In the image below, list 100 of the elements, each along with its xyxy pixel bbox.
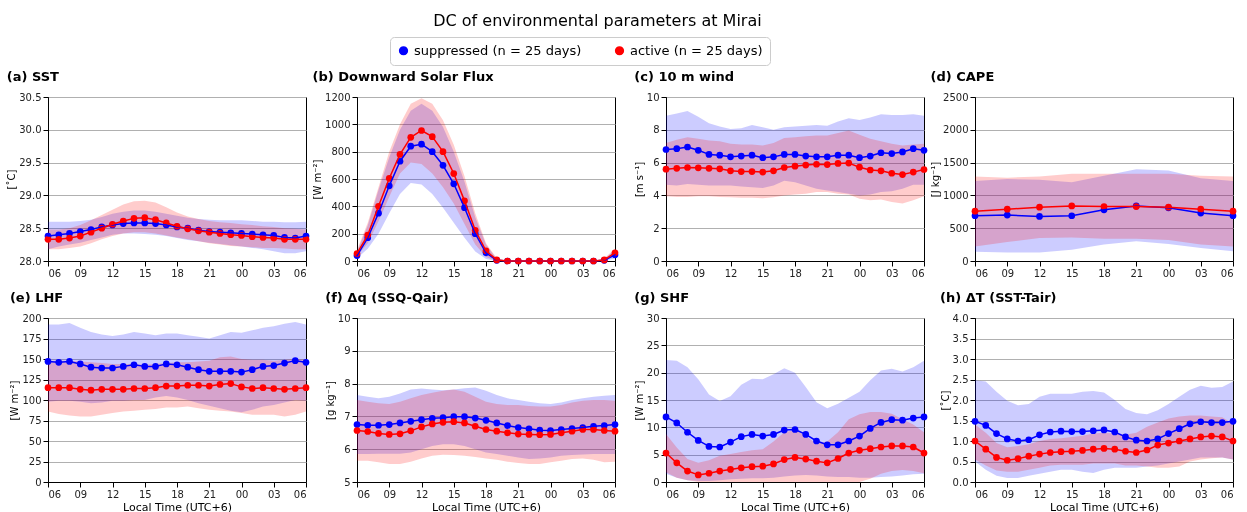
y-tick-label: 28.0 (19, 255, 42, 267)
y-tick-label: 1.5 (952, 415, 969, 426)
y-tick-label: 0 (35, 476, 42, 488)
x-tick-label: 09 (383, 267, 397, 279)
legend-label: suppressed (n = 25 days) (414, 42, 582, 58)
y-tick-label: 8 (344, 378, 351, 390)
x-tick-label: 21 (821, 267, 835, 279)
x-tick-label: 09 (1001, 267, 1015, 279)
x-tick-label: 18 (171, 488, 184, 500)
y-tick-label: 30.0 (19, 124, 42, 136)
y-axis-title: [W m⁻²] (633, 380, 645, 421)
x-tick-label: 00 (544, 488, 558, 500)
chart-title: (a) SST (6, 69, 60, 84)
y-axis-title: [g kg⁻¹] (324, 381, 336, 420)
x-tick-label: 00 (235, 488, 249, 500)
x-tick-label: 15 (447, 488, 461, 500)
x-tick-label: 18 (1098, 488, 1111, 500)
chart-title: (c) 10 m wind (634, 69, 735, 84)
x-tick-label: 09 (74, 267, 88, 279)
x-tick-label: 06 (666, 267, 680, 279)
x-tick-label: 12 (724, 488, 738, 500)
x-tick-label: 03 (576, 488, 590, 500)
x-tick-label: 18 (789, 267, 802, 279)
x-tick-label: 09 (692, 267, 706, 279)
y-tick-label: 2500 (943, 91, 969, 103)
y-tick-label: 0 (653, 476, 660, 488)
x-tick-label: 03 (1194, 488, 1208, 500)
x-tick-label: 18 (171, 267, 184, 279)
y-tick-label: 6 (653, 157, 660, 169)
y-tick-label: 1.0 (952, 435, 969, 447)
y-axis-title: [m s⁻¹] (633, 161, 645, 198)
x-tick-label: 06 (666, 488, 680, 500)
x-tick-label: 21 (203, 267, 217, 279)
x-tick-label: 15 (1065, 267, 1079, 279)
y-tick-label: 1200 (325, 91, 351, 103)
y-tick-label: 5 (344, 476, 351, 488)
y-axis-title: [W m⁻²] (312, 159, 324, 200)
chart-title: (h) ΔT (SST-Tair) (940, 290, 1057, 305)
x-tick-label: 12 (106, 488, 120, 500)
y-tick-label: 8 (653, 124, 660, 136)
x-tick-label: 12 (415, 488, 429, 500)
y-tick-label: 25 (646, 339, 660, 351)
x-tick-label: 03 (267, 488, 281, 500)
y-tick-label: 7 (344, 410, 351, 422)
x-tick-label: 21 (512, 267, 526, 279)
y-tick-label: 30.5 (19, 91, 42, 103)
x-tick-label: 06 (48, 488, 62, 500)
x-axis-title: Local Time (UTC+6) (1049, 500, 1160, 512)
x-tick-label: 18 (1098, 267, 1111, 279)
x-tick-label: 03 (885, 267, 899, 279)
x-tick-label: 06 (48, 267, 62, 279)
y-tick-label: 75 (28, 415, 42, 426)
y-axis-title: [W m⁻²] (9, 380, 21, 421)
y-tick-label: 1000 (325, 118, 351, 130)
y-tick-label: 5 (653, 449, 660, 461)
y-axis-title: [˚C] (939, 390, 951, 411)
x-tick-label: 06 (293, 267, 307, 279)
y-tick-label: 150 (22, 353, 42, 365)
x-tick-label: 12 (415, 267, 429, 279)
y-tick-label: 125 (22, 374, 42, 385)
x-tick-label: 09 (692, 488, 706, 500)
x-axis-title: Local Time (UTC+6) (740, 500, 851, 512)
x-tick-label: 03 (576, 267, 590, 279)
x-tick-label: 06 (911, 267, 925, 279)
x-tick-label: 06 (357, 267, 371, 279)
y-tick-label: 0.0 (952, 476, 969, 488)
y-tick-label: 2000 (943, 124, 969, 136)
y-tick-label: 4.0 (952, 312, 969, 324)
y-tick-label: 2.5 (952, 374, 969, 385)
y-tick-label: 20 (646, 367, 660, 379)
y-tick-label: 2.0 (952, 394, 969, 406)
y-tick-label: 28.5 (19, 222, 42, 234)
x-tick-label: 15 (756, 488, 770, 500)
y-tick-label: 0 (962, 255, 969, 267)
y-tick-label: 100 (22, 394, 42, 406)
y-tick-label: 6 (344, 443, 351, 455)
chart-title: (d) CAPE (930, 69, 995, 84)
x-tick-label: 00 (1162, 488, 1176, 500)
y-tick-label: 500 (949, 222, 969, 234)
x-tick-label: 09 (383, 488, 397, 500)
x-tick-label: 21 (1130, 488, 1144, 500)
x-tick-label: 18 (480, 488, 493, 500)
y-tick-label: 0.5 (952, 456, 969, 467)
y-tick-label: 0 (653, 255, 660, 267)
x-tick-label: 06 (1220, 488, 1234, 500)
y-axis-title: [J kg⁻¹] (930, 161, 942, 198)
y-tick-label: 29.5 (19, 157, 42, 169)
x-tick-label: 21 (821, 488, 835, 500)
x-tick-label: 15 (447, 267, 461, 279)
y-tick-label: 15 (646, 394, 660, 406)
y-tick-label: 200 (331, 228, 351, 240)
y-tick-label: 1000 (943, 189, 969, 201)
chart-title: (b) Downward Solar Flux (312, 69, 495, 84)
chart-title: (g) SHF (634, 290, 690, 305)
x-tick-label: 06 (911, 488, 925, 500)
x-tick-label: 00 (544, 267, 558, 279)
x-tick-label: 18 (480, 267, 493, 279)
x-tick-label: 06 (975, 267, 989, 279)
y-tick-label: 600 (331, 173, 351, 185)
legend-label: active (n = 25 days) (630, 42, 763, 58)
